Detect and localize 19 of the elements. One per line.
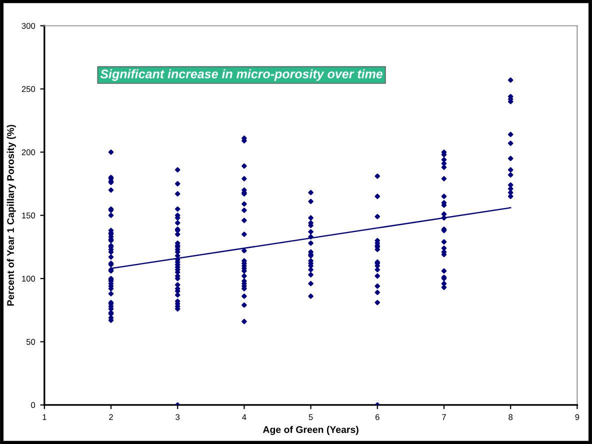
y-tick-label: 50 xyxy=(26,338,36,345)
x-tick-label: 8 xyxy=(508,414,513,420)
y-tick-label: 150 xyxy=(22,212,36,218)
x-tick-label: 5 xyxy=(308,414,313,420)
y-tick-label: 0 xyxy=(31,402,36,408)
x-tick-label: 1 xyxy=(42,414,46,420)
y-tick-label: 300 xyxy=(22,22,36,29)
x-tick-label: 2 xyxy=(109,414,113,420)
y-tick-label: 200 xyxy=(22,149,36,156)
x-tick-label: 6 xyxy=(376,414,380,420)
x-axis-title: Age of Green (Years) xyxy=(262,426,358,435)
y-axis-title: Percent of Year 1 Capillary Porosity (%) xyxy=(6,124,16,306)
x-tick-label: 7 xyxy=(442,414,446,420)
y-tick-label: 250 xyxy=(22,86,36,92)
x-tick-label: 3 xyxy=(176,414,180,420)
y-tick-label: 100 xyxy=(22,276,36,282)
x-tick-label: 4 xyxy=(242,414,246,420)
annotation: Significant increase in micro-porosity over time xyxy=(100,69,383,81)
x-tick-label: 9 xyxy=(575,414,580,420)
